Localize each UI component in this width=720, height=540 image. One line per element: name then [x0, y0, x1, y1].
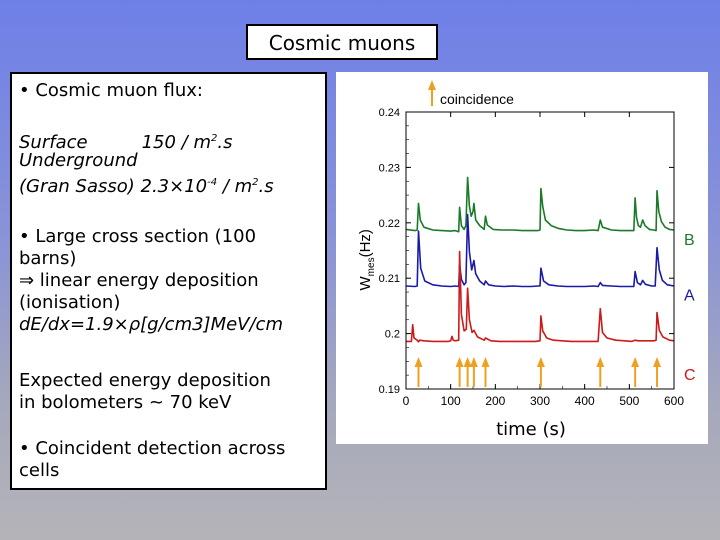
slide-title: Cosmic muons: [246, 24, 438, 60]
cross-section-line1: • Large cross section (100: [19, 226, 257, 247]
dedx-formula: dE/dx=1.9×ρ[g/cm3]MeV/cm: [19, 314, 283, 335]
x-tick-label: 100: [441, 394, 461, 408]
y-tick-label: 0.23: [379, 162, 400, 174]
gran-sasso-tail: .s: [258, 176, 274, 197]
coincidence-arrow-head: [463, 357, 472, 367]
linear-line2: (ionisation): [19, 292, 121, 313]
expected-line1: Expected energy deposition: [19, 370, 271, 391]
x-tick-label: 500: [619, 394, 639, 408]
coincidence-arrow-head: [414, 357, 423, 367]
x-tick-label: 200: [485, 394, 505, 408]
y-axis-title-unit: (Hz): [357, 229, 374, 257]
y-axis-title-sub: mes: [366, 257, 377, 276]
y-axis-title-text: Wmes(Hz): [357, 229, 377, 290]
x-axis-label: time (s): [482, 417, 580, 443]
y-tick-label: 0.2: [385, 329, 400, 341]
coincidence-arrow-head: [653, 357, 662, 367]
series-label-A: A: [684, 288, 695, 305]
series-line-C: [406, 250, 675, 343]
chart-panel: 0.19 0.2 0.21 0.22 0.23 0.24 0 100 200 300 400 500 6…: [336, 72, 708, 444]
surface-label: Surface: [19, 132, 88, 153]
y-tick-label: 0.24: [379, 107, 400, 119]
gran-sasso-label: (Gran Sasso) 2.3: [19, 176, 170, 197]
muon-rate-chart: 0.19 0.2 0.21 0.22 0.23 0.24 0 100 200 300 400 500 6…: [357, 80, 696, 408]
gran-sasso-exp: -4: [207, 177, 218, 188]
coincidence-arrow-head: [455, 357, 464, 367]
x-tick-label: 400: [575, 394, 595, 408]
coincidence-arrow-head: [596, 357, 605, 367]
x-tick-label: 300: [530, 394, 550, 408]
surface-row: Surface 150 / m2.s: [19, 128, 232, 154]
series-line-A: [405, 213, 675, 288]
surface-exp: 2: [210, 133, 218, 144]
y-tick-label: 0.21: [379, 273, 400, 285]
gran-sasso-row: (Gran Sasso) 2.3×10-4 / m2.s: [19, 172, 274, 198]
coincidence-arrow-head: [481, 357, 490, 367]
series-line-B: [405, 176, 675, 233]
y-axis-title: Wmes(Hz): [357, 229, 377, 290]
linear-line1: ⇒ linear energy deposition: [19, 270, 259, 291]
text-panel: • Cosmic muon flux: Surface 150 / m2.s Un…: [10, 72, 327, 490]
gran-sasso-base: 10: [184, 176, 208, 197]
series-label-C: C: [684, 367, 696, 384]
y-axis-title-main: W: [357, 276, 374, 291]
coincidence-arrow-head: [469, 357, 478, 367]
gran-sasso-unit: / m: [217, 176, 253, 197]
x-tick-label: 0: [403, 394, 410, 408]
y-tick-label: 0.19: [379, 384, 400, 396]
cross-section-line2: barns): [19, 248, 77, 269]
legend-arrow-head: [428, 80, 436, 90]
gran-sasso-times: ×: [169, 176, 185, 197]
coincidence-arrow-head: [631, 357, 640, 367]
coincidence-arrow-head: [536, 357, 545, 367]
coincident-line2: cells: [19, 460, 60, 481]
expected-line2: in bolometers ~ 70 keV: [19, 392, 232, 413]
coincident-line1: • Coincident detection across: [19, 438, 286, 459]
y-tick-label: 0.22: [379, 218, 400, 230]
series-label-B: B: [684, 232, 695, 249]
legend-coincidence-label: coincidence: [440, 91, 514, 107]
surface-tail: .s: [217, 132, 233, 153]
gran-sasso-unit-exp: 2: [252, 177, 259, 188]
underground-label: Underground: [19, 150, 138, 171]
surface-value: 150 / m: [141, 132, 211, 153]
flux-heading: • Cosmic muon flux:: [19, 80, 203, 101]
x-tick-label: 600: [664, 394, 684, 408]
plot-frame: [405, 111, 675, 390]
